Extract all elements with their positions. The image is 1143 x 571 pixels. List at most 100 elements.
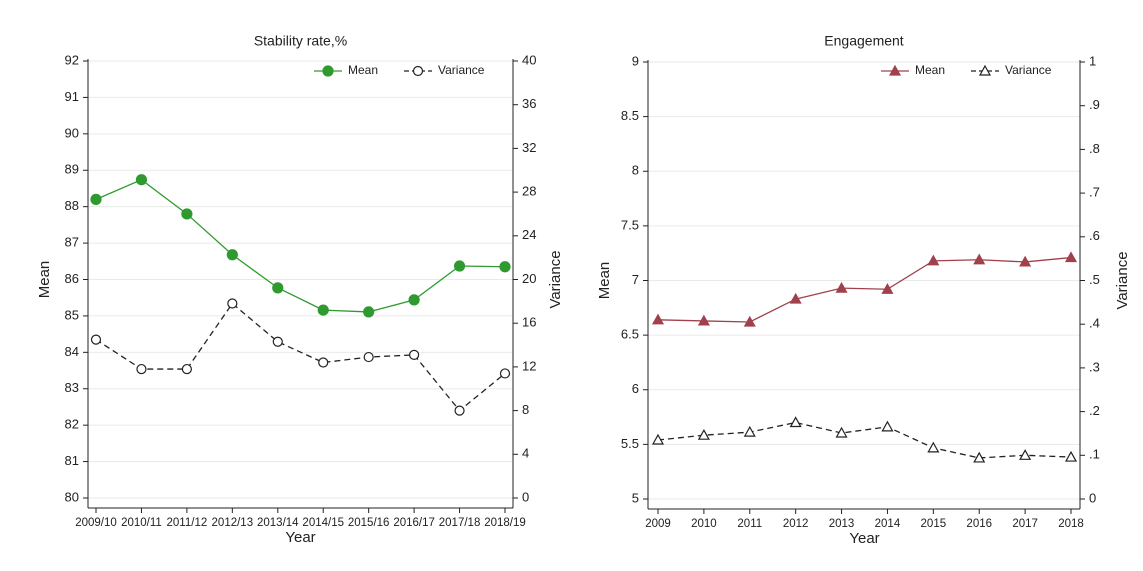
y-tick-label: 83 [65,380,79,395]
y-tick-label: 5 [632,490,639,505]
x-tick-label: 2011/12 [167,517,208,529]
series-marker [1064,251,1078,263]
series-marker [1064,450,1078,462]
x-tick-label: 2009 [645,518,671,530]
y2-tick-label: .6 [1089,228,1100,243]
y-tick-label: 6 [632,381,639,396]
y-tick-label: 81 [65,453,79,468]
series-marker [789,416,802,428]
series-marker [743,425,756,437]
x-tick-label: 2014/15 [302,517,344,529]
y2-tick-label: .9 [1089,97,1100,112]
series-marker [136,363,147,375]
series-marker [973,451,986,463]
y2-tick-label: .3 [1089,359,1100,374]
series-marker [408,294,420,306]
series-marker [651,313,665,325]
series-marker [697,314,710,326]
series-marker [1019,449,1032,460]
series-marker [453,260,466,272]
series-marker [317,304,329,316]
series-marker [499,261,511,273]
legend-marker [412,65,424,77]
legend-marker [888,64,902,76]
series-marker [1019,255,1032,267]
series-marker [318,357,329,368]
series-marker [90,334,102,345]
y2-tick-label: 8 [522,402,529,417]
y2-tick-label: 24 [522,227,536,242]
x-tick-label: 2014 [875,518,901,530]
y-tick-label: 87 [65,235,79,250]
series-marker [135,174,148,186]
x-tick-label: 2010 [691,518,717,530]
y-tick-label: 90 [65,125,79,140]
x-tick-label: 2010/11 [121,517,162,529]
y2-tick-label: .8 [1089,141,1100,156]
y-tick-label: 8 [632,163,639,178]
y2-tick-label: .1 [1089,447,1100,462]
series-line [95,178,506,313]
x-tick-label: 2009/10 [75,517,117,529]
y-tick-label: 92 [65,52,79,67]
y2-tick-label: 36 [522,96,536,111]
y2-axis-label: Variance [1114,251,1131,309]
series-marker [927,441,940,453]
y-tick-label: 89 [65,162,79,177]
y2-tick-label: .4 [1089,316,1100,331]
y-tick-label: 80 [65,489,79,504]
y2-tick-label: 20 [522,271,536,286]
series-marker [90,193,102,205]
y2-tick-label: 0 [1089,490,1096,505]
series-marker [743,315,756,327]
x-tick-label: 2018 [1058,518,1084,530]
y-tick-label: 7 [632,272,639,287]
chart-title: Stability rate,% [254,33,347,49]
x-tick-label: 2015/16 [348,517,390,529]
y-tick-label: 86 [65,271,79,286]
series-marker [881,420,894,432]
y2-tick-label: .5 [1089,272,1100,287]
series-marker [454,405,465,416]
y2-axis-label: Variance [547,250,564,308]
series-marker [881,283,894,294]
series-line [657,421,1072,459]
series-marker [227,298,238,309]
y-tick-label: 6.5 [621,327,639,342]
legend-marker [322,65,334,77]
y2-tick-label: .2 [1089,403,1100,418]
y2-tick-label: 12 [522,358,536,373]
series-marker [181,208,193,220]
x-tick-label: 2017/18 [439,517,481,529]
x-tick-label: 2011 [737,518,762,530]
y-tick-label: 82 [65,417,79,432]
x-tick-label: 2018/19 [484,517,526,529]
y2-tick-label: 32 [522,140,536,155]
legend-text: Variance [438,63,485,77]
x-tick-label: 2012 [783,518,809,530]
legend-text: Variance [1005,63,1052,77]
y-axis-label: Mean [596,262,613,300]
series-marker [409,349,420,360]
y2-tick-label: 28 [522,184,536,199]
y-tick-label: 85 [65,307,79,322]
x-tick-label: 2013/14 [257,517,299,529]
series-marker [927,254,940,266]
x-tick-label: 2013 [829,518,855,530]
series-marker [651,433,665,445]
series-marker [363,351,374,363]
y2-tick-label: 1 [1089,53,1096,68]
series-line [657,256,1072,323]
chart-title: Engagement [824,33,904,49]
y2-tick-label: 16 [522,315,536,330]
x-axis-label: Year [849,530,879,547]
y-tick-label: 88 [65,198,79,213]
y2-tick-label: 40 [522,52,536,67]
series-marker [835,426,848,438]
series-marker [973,253,986,265]
series-marker [181,363,192,375]
series-marker [226,249,238,261]
series-marker [272,282,284,294]
x-tick-label: 2016/17 [393,517,435,529]
